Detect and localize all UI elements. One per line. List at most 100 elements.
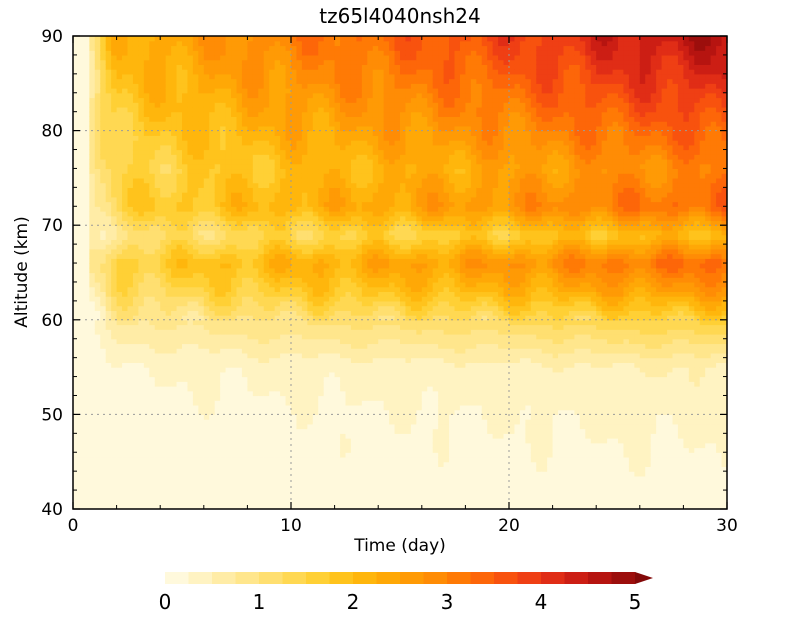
heatmap-cell (280, 40, 287, 47)
heatmap-cell (241, 83, 248, 89)
heatmap-cell (334, 442, 341, 449)
heatmap-cell (111, 499, 118, 505)
heatmap-cell (105, 234, 112, 240)
heatmap-cell (252, 291, 259, 297)
heatmap-cell (296, 144, 303, 151)
heatmap-cell (334, 419, 341, 425)
heatmap-cell (127, 371, 134, 378)
heatmap-cell (182, 144, 189, 151)
heatmap-cell (334, 125, 341, 132)
heatmap-cell (73, 173, 80, 179)
heatmap-cell (269, 386, 276, 392)
heatmap-cell (291, 116, 298, 122)
heatmap-cell (165, 494, 172, 501)
heatmap-cell (220, 494, 227, 501)
heatmap-cell (220, 456, 227, 463)
heatmap-cell (280, 258, 287, 264)
heatmap-cell (89, 423, 96, 430)
heatmap-cell (143, 239, 150, 245)
heatmap-cell (329, 220, 336, 226)
heatmap-cell (236, 329, 243, 335)
heatmap-cell (138, 244, 145, 250)
heatmap-cell (143, 404, 150, 411)
heatmap-cell (89, 125, 96, 132)
heatmap-cell (198, 305, 205, 311)
heatmap-cell (132, 423, 139, 430)
heatmap-cell (203, 215, 210, 222)
heatmap-cell (192, 168, 199, 174)
heatmap-cell (209, 291, 216, 297)
heatmap-cell (78, 234, 85, 240)
heatmap-cell (340, 196, 347, 203)
heatmap-cell (122, 300, 129, 307)
heatmap-cell (143, 211, 150, 217)
heatmap-cell (285, 480, 292, 486)
heatmap-cell (111, 234, 118, 240)
heatmap-cell (165, 419, 172, 425)
heatmap-cell (73, 253, 80, 259)
heatmap-cell (127, 64, 134, 70)
heatmap-cell (334, 215, 341, 222)
heatmap-cell (236, 187, 243, 193)
heatmap-cell (236, 423, 243, 430)
heatmap-cell (187, 442, 194, 449)
heatmap-cell (214, 494, 221, 501)
heatmap-cell (318, 258, 325, 264)
heatmap-cell (274, 201, 281, 207)
heatmap-cell (100, 78, 107, 84)
heatmap-cell (258, 201, 265, 207)
heatmap-cell (160, 158, 167, 165)
heatmap-cell (236, 352, 243, 359)
heatmap-cell (274, 130, 281, 136)
heatmap-cell (269, 348, 276, 354)
heatmap-cell (78, 442, 85, 449)
heatmap-cell (143, 428, 150, 434)
heatmap-cell (83, 310, 90, 316)
heatmap-cell (301, 471, 308, 477)
heatmap-cell (252, 310, 259, 316)
heatmap-cell (187, 324, 194, 330)
heatmap-cell (116, 173, 123, 179)
heatmap-cell (132, 248, 139, 255)
heatmap-cell (312, 409, 319, 415)
heatmap-cell (209, 121, 216, 127)
heatmap-cell (334, 187, 341, 193)
heatmap-cell (307, 78, 314, 84)
heatmap-cell (329, 54, 336, 61)
heatmap-cell (94, 102, 101, 108)
heatmap-cell (247, 423, 254, 430)
heatmap-cell (285, 83, 292, 89)
heatmap-cell (154, 499, 161, 505)
heatmap-cell (301, 144, 308, 151)
heatmap-cell (263, 206, 270, 212)
heatmap-cell (263, 419, 270, 425)
heatmap-cell (176, 130, 183, 136)
heatmap-cell (176, 466, 183, 472)
heatmap-cell (220, 471, 227, 477)
heatmap-cell (241, 163, 248, 170)
heatmap-cell (203, 40, 210, 47)
heatmap-cell (329, 173, 336, 179)
heatmap-cell (203, 414, 210, 420)
heatmap-cell (258, 371, 265, 378)
heatmap-cell (198, 187, 205, 193)
heatmap-cell (312, 36, 319, 42)
heatmap-cell (127, 442, 134, 449)
heatmap-cell (269, 466, 276, 472)
heatmap-cell (127, 168, 134, 174)
heatmap-cell (149, 225, 156, 231)
heatmap-cell (323, 69, 330, 75)
heatmap-cell (165, 300, 172, 307)
heatmap-cell (83, 329, 90, 335)
heatmap-cell (340, 305, 347, 311)
heatmap-cell (89, 258, 96, 264)
heatmap-cell (122, 121, 129, 127)
heatmap-cell (165, 404, 172, 411)
heatmap-cell (285, 225, 292, 231)
heatmap-cell (105, 158, 112, 165)
heatmap-cell (138, 78, 145, 84)
heatmap-cell (280, 504, 287, 509)
heatmap-cell (329, 442, 336, 449)
heatmap-cell (280, 144, 287, 151)
heatmap-cell (138, 73, 145, 80)
